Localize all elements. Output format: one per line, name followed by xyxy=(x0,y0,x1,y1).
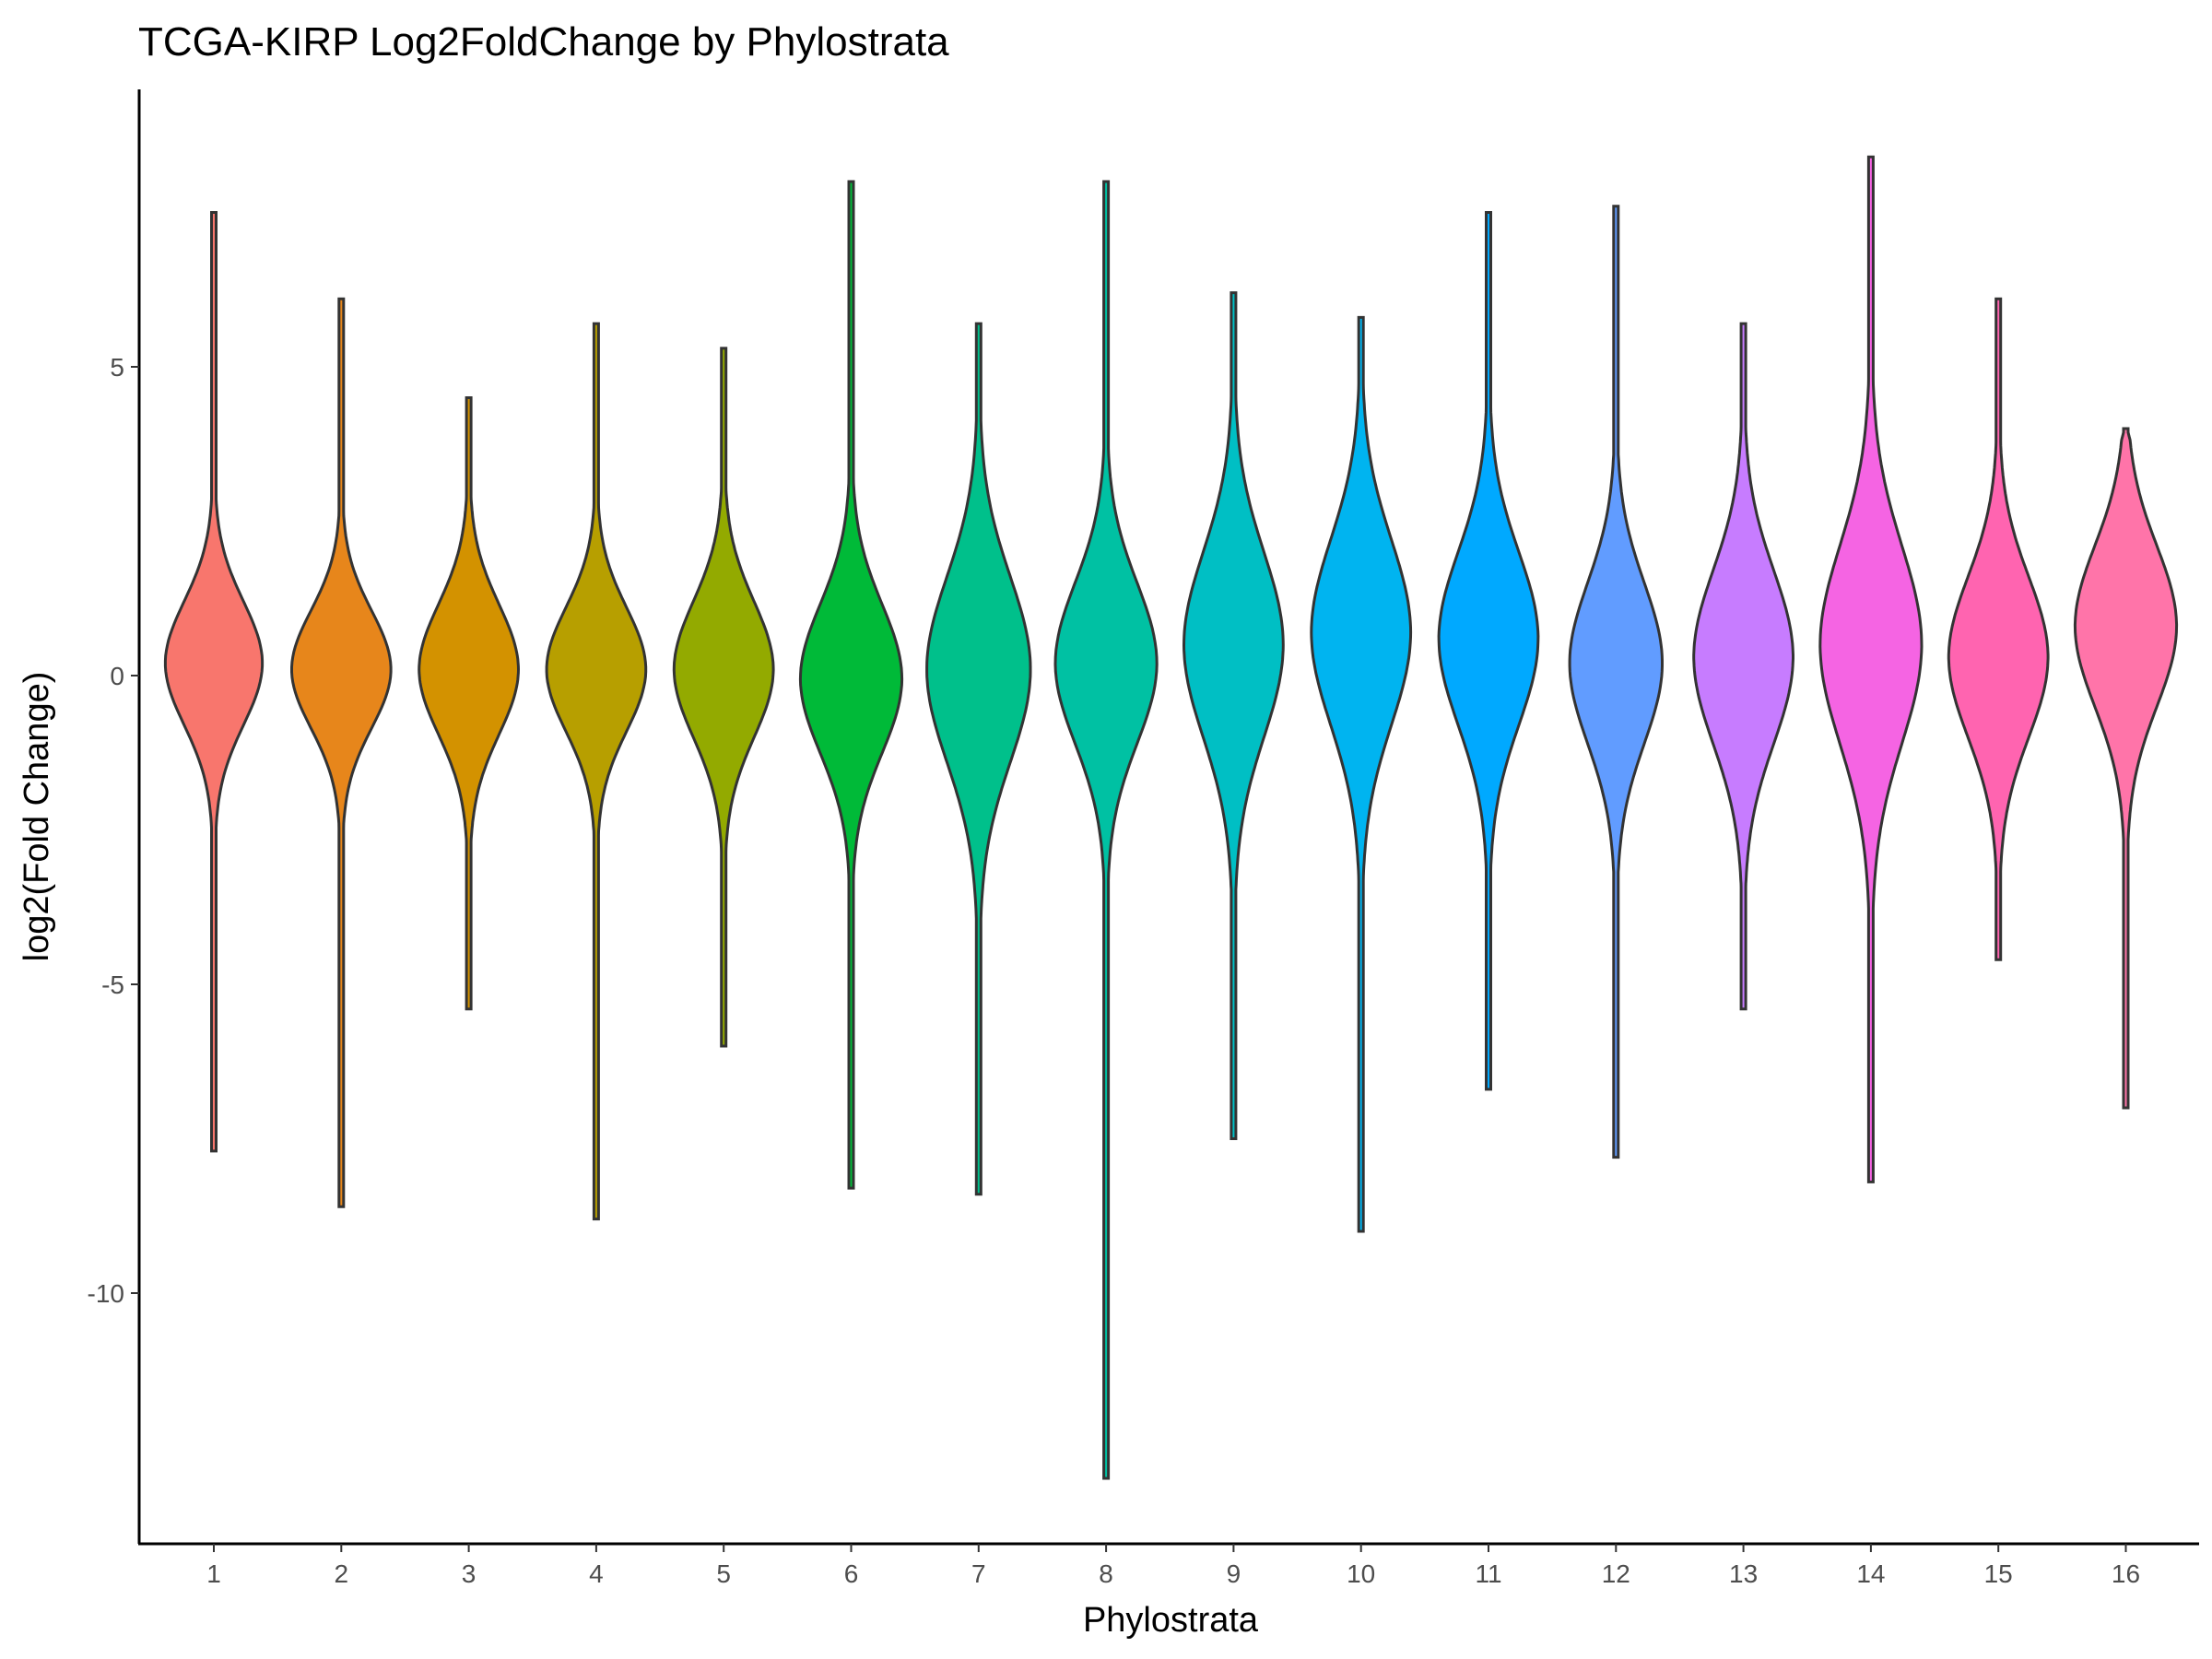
x-tick-label: 5 xyxy=(716,1559,731,1588)
x-tick-label: 15 xyxy=(1984,1559,2013,1588)
violin-phylostrata-8 xyxy=(1053,180,1159,1480)
x-tick-label: 11 xyxy=(1475,1559,1501,1588)
x-tick-label: 9 xyxy=(1227,1559,1241,1588)
x-tick-label: 2 xyxy=(335,1559,349,1588)
x-tick-label: 14 xyxy=(1856,1559,1885,1588)
x-tick-label: 3 xyxy=(462,1559,477,1588)
x-tick-label: 13 xyxy=(1729,1559,1758,1588)
violin-phylostrata-7 xyxy=(925,322,1032,1196)
x-tick-label: 8 xyxy=(1099,1559,1113,1588)
violin-phylostrata-10 xyxy=(1310,315,1413,1233)
y-axis-title: log2(Fold Change) xyxy=(18,672,56,962)
y-tick-label: -10 xyxy=(88,1279,124,1308)
violin-phylostrata-11 xyxy=(1437,211,1540,1091)
violin-phylostrata-12 xyxy=(1568,205,1664,1159)
violin-phylostrata-16 xyxy=(2073,427,2179,1110)
x-tick-label: 1 xyxy=(206,1559,221,1588)
x-tick-label: 6 xyxy=(844,1559,859,1588)
violin-phylostrata-3 xyxy=(418,396,521,1011)
y-tick-label: 5 xyxy=(110,353,124,382)
x-tick-label: 10 xyxy=(1347,1559,1375,1588)
axes-group xyxy=(137,89,2199,1546)
violin-phylostrata-4 xyxy=(545,322,648,1221)
violin-phylostrata-15 xyxy=(1947,297,2050,961)
x-tick-label: 4 xyxy=(589,1559,604,1588)
x-tick-label: 12 xyxy=(1602,1559,1630,1588)
violins-group xyxy=(163,155,2179,1480)
y-ticks-group: 5 0 -5 -10 xyxy=(88,353,139,1308)
violin-phylostrata-6 xyxy=(798,180,904,1190)
x-axis-title: Phylostrata xyxy=(1083,1601,1259,1640)
violin-phylostrata-9 xyxy=(1182,291,1285,1140)
y-tick-label: -5 xyxy=(101,971,124,999)
violin-phylostrata-1 xyxy=(163,211,265,1153)
violin-phylostrata-14 xyxy=(1818,155,1924,1183)
y-tick-label: 0 xyxy=(110,662,124,690)
x-tick-label: 7 xyxy=(971,1559,986,1588)
violin-phylostrata-2 xyxy=(290,297,393,1208)
x-ticks-group: 1 2 3 4 5 6 7 8 9 10 11 12 13 14 15 16 xyxy=(206,1544,2140,1588)
violin-phylostrata-13 xyxy=(1692,322,1794,1011)
x-tick-label: 16 xyxy=(2112,1559,2140,1588)
chart-title: TCGA-KIRP Log2FoldChange by Phylostrata xyxy=(138,19,949,65)
violin-phylostrata-5 xyxy=(672,347,775,1048)
